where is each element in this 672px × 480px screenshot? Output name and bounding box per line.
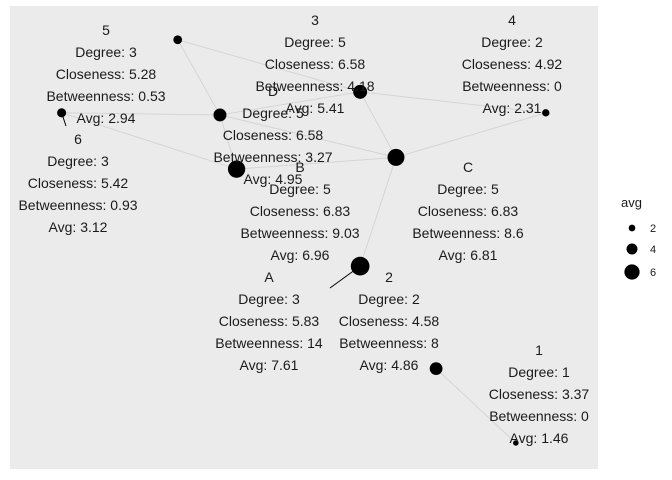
node-label-5-line-0: 5 (102, 22, 110, 38)
node-label-2-line-0: 2 (385, 269, 393, 285)
node-label-3-line-4: Avg: 5.41 (286, 100, 345, 116)
legend-label-2: 2 (650, 223, 656, 235)
edge-5-D (177, 39, 221, 116)
legend-key-6 (624, 264, 640, 280)
node-label-5-line-2: Closeness: 5.28 (56, 66, 157, 82)
edge-D-B (219, 114, 237, 170)
node-label-c-line-0: C (463, 159, 473, 175)
plot-background (10, 6, 598, 469)
node-label-2-line-1: Degree: 2 (358, 291, 420, 307)
node-label-b-line-2: Closeness: 6.83 (250, 203, 351, 219)
node-layer (57, 35, 550, 446)
node-label-c-line-3: Betweenness: 8.6 (412, 225, 524, 241)
node-label-2-line-4: Avg: 4.86 (360, 357, 419, 373)
edge-5-3 (177, 39, 361, 93)
node-label-6-line-1: Degree: 3 (47, 153, 109, 169)
node-label-3-line-0: 3 (311, 12, 319, 28)
legend-label-4: 4 (650, 244, 656, 256)
edge-6-D (61, 112, 220, 116)
node-d (213, 108, 227, 122)
label-layer: 1 Degree: 1 Closeness: 3.37 Betweenness: 0 A… (18, 12, 589, 446)
node-label-1-line-3: Betweenness: 0 (489, 408, 589, 424)
node-label-a-line-1: Degree: 3 (238, 291, 300, 307)
node-label-5-line-3: Betweenness: 0.53 (46, 88, 165, 104)
legend-title: avg (621, 195, 642, 210)
node-label-4-line-2: Closeness: 4.92 (462, 56, 563, 72)
node-label-c-line-4: Avg: 6.81 (439, 247, 498, 263)
node-label-1-line-0: 1 (535, 342, 543, 358)
node-1 (513, 440, 519, 446)
edge-3-C (359, 91, 397, 158)
node-label-1-line-2: Closeness: 3.37 (489, 386, 590, 402)
node-label-b-line-1: Degree: 5 (269, 181, 331, 197)
node-b (227, 160, 246, 178)
legend-entries: 2 4 6 (624, 223, 656, 280)
edge-layer (61, 39, 546, 444)
node-label-1-line-1: Degree: 1 (508, 364, 570, 380)
legend-key-4 (626, 243, 638, 255)
edge-B-C (236, 156, 397, 170)
node-6 (57, 108, 67, 118)
node-label-b-line-0: B (295, 159, 304, 175)
node-label-5-line-4: Avg: 2.94 (77, 110, 136, 126)
node-label-d-line-3: Betweenness: 3.27 (213, 149, 332, 165)
node-5 (173, 35, 183, 45)
node-label-a-line-4: Avg: 7.61 (240, 357, 299, 373)
node-label-3-line-2: Closeness: 6.58 (265, 56, 366, 72)
node-3 (353, 84, 368, 99)
node-label-d-line-4: Avg: 4.95 (244, 171, 303, 187)
node-label-d-line-1: Degree: 5 (242, 105, 304, 121)
edge-3-4 (360, 91, 546, 114)
node-label-6-line-3: Betweenness: 0.93 (18, 197, 137, 213)
node-label-4-line-3: Betweenness: 0 (462, 78, 562, 94)
node-label-a-line-2: Closeness: 5.83 (219, 313, 320, 329)
node-label-c-line-2: Closeness: 6.83 (418, 203, 519, 219)
edge-D-C (219, 114, 397, 158)
node-label-a-line-0: A (264, 269, 274, 285)
node-label-2-line-3: Betweenness: 8 (339, 335, 439, 351)
node-label-4-line-1: Degree: 2 (481, 34, 543, 50)
edge-4-C (395, 112, 546, 158)
node-label-4-line-4: Avg: 2.31 (483, 100, 542, 116)
legend-label-6: 6 (650, 267, 656, 279)
node-label-6-line-0: 6 (74, 131, 82, 147)
legend: avg 2 4 6 (621, 195, 656, 280)
node-label-d-line-0: D (268, 83, 278, 99)
node-label-3-line-1: Degree: 5 (284, 34, 346, 50)
node-label-5-line-1: Degree: 3 (75, 44, 137, 60)
edge-6-B (61, 112, 237, 170)
node-label-6-line-2: Closeness: 5.42 (28, 175, 129, 191)
node-label-a-line-3: Betweenness: 14 (215, 335, 323, 351)
edge-2-1 (435, 368, 517, 444)
node-label-c-line-1: Degree: 5 (437, 181, 499, 197)
edge-C-A (359, 157, 397, 267)
node-4 (542, 109, 550, 117)
node-label-2-line-2: Closeness: 4.58 (339, 313, 440, 329)
node-label-4-line-0: 4 (508, 12, 516, 28)
node-label-6-line-4: Avg: 3.12 (49, 219, 108, 235)
node-label-1-line-4: Avg: 1.46 (510, 430, 569, 446)
node-a (350, 256, 370, 276)
node-label-b-line-4: Avg: 6.96 (271, 247, 330, 263)
node-2 (429, 362, 443, 376)
node-label-d-line-2: Closeness: 6.58 (223, 127, 324, 143)
node-label-b-line-3: Betweenness: 9.03 (240, 225, 359, 241)
legend-key-2 (628, 224, 636, 232)
edge-D-3 (219, 91, 361, 116)
node-c (387, 148, 405, 166)
node-label-3-line-3: Betweenness: 4.18 (255, 78, 374, 94)
